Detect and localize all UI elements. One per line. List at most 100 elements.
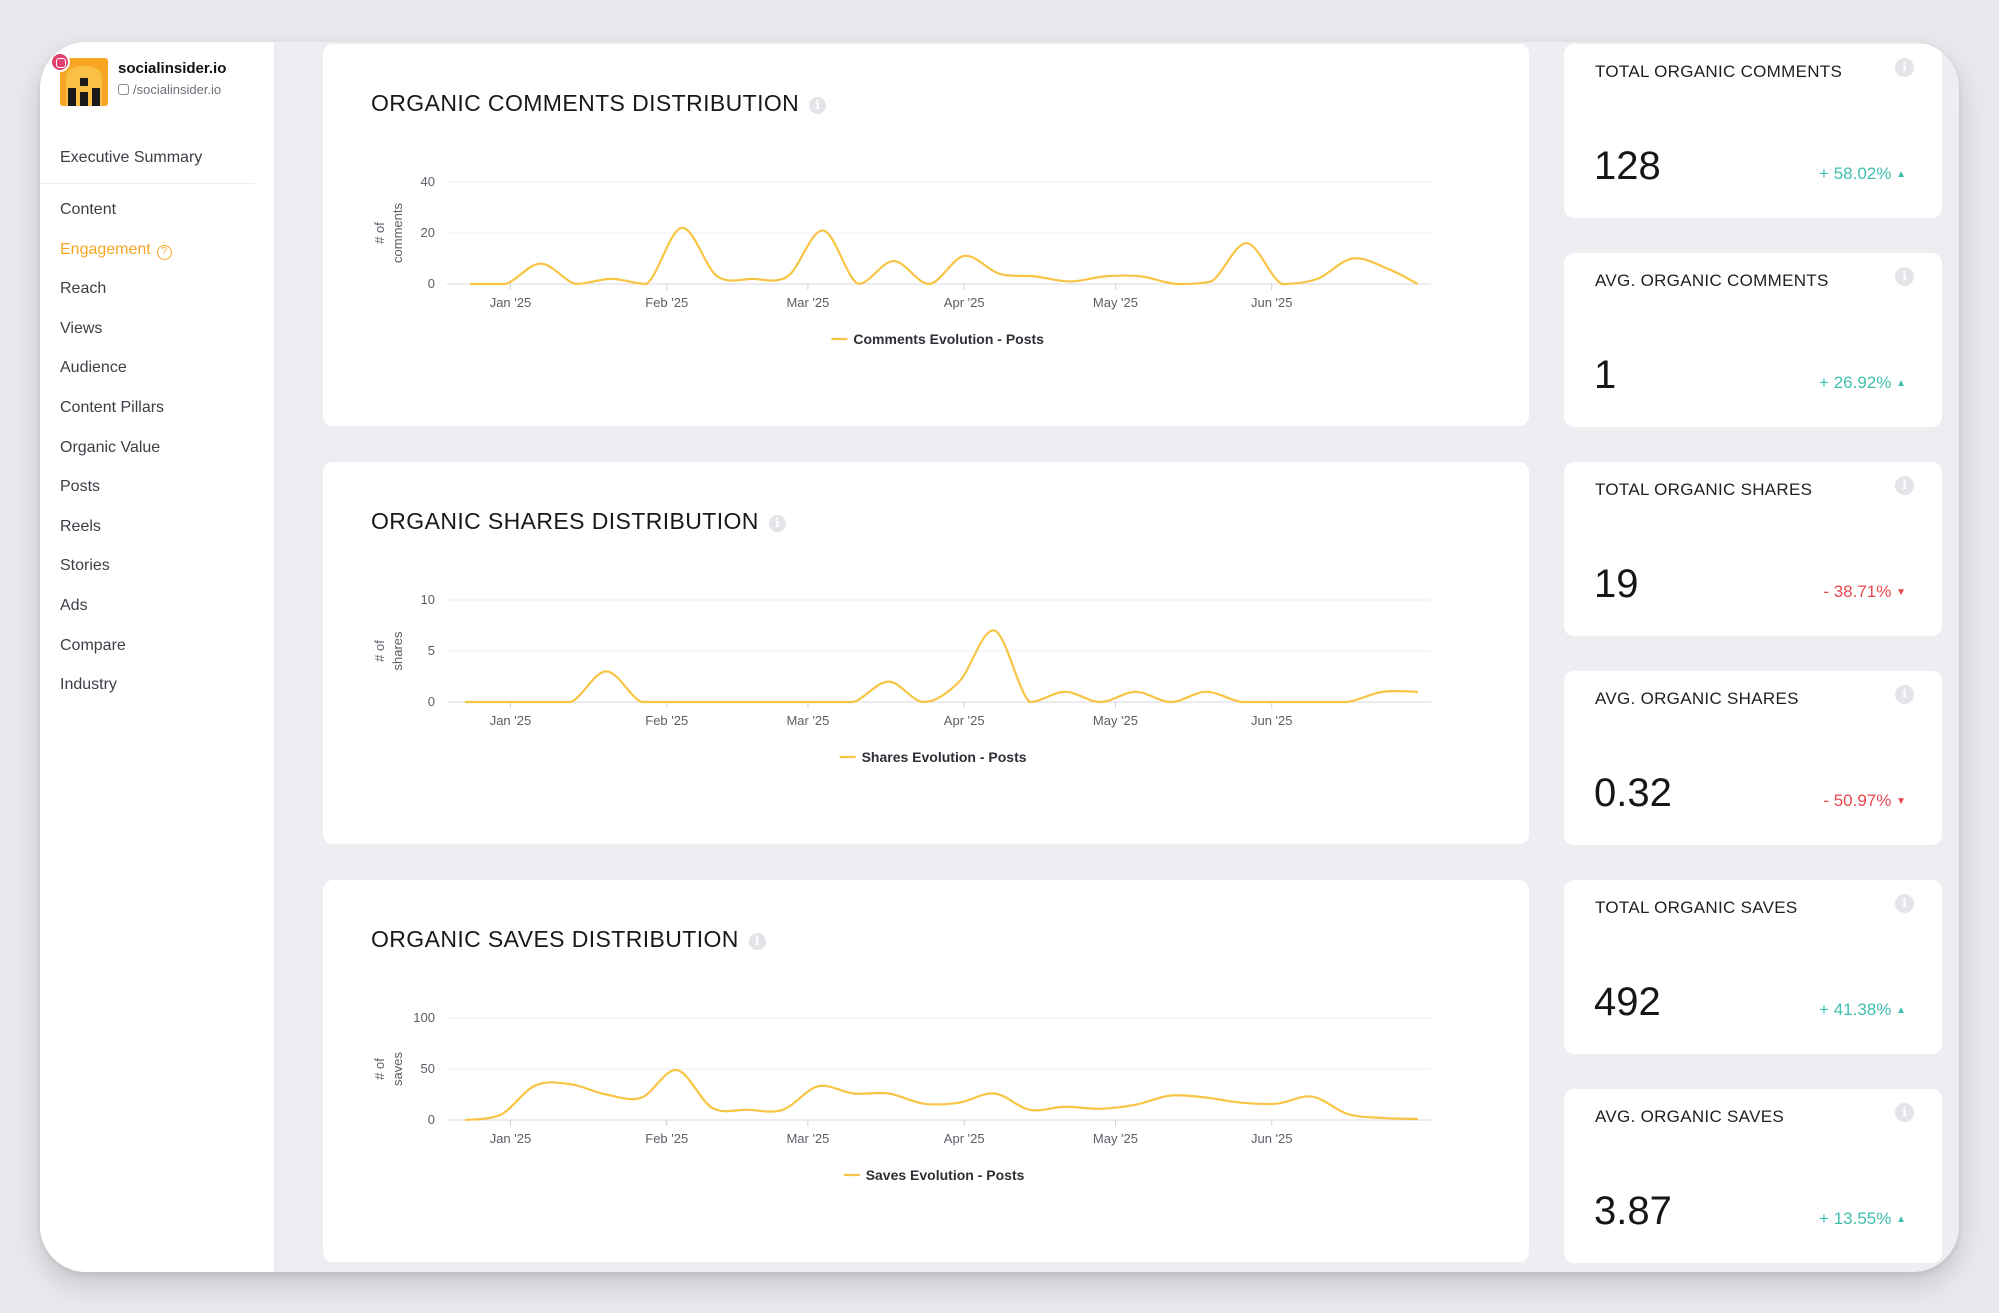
info-icon[interactable]: i <box>1895 58 1914 77</box>
y-tick-label: 100 <box>413 1010 435 1025</box>
instagram-icon <box>50 52 70 72</box>
kpi-title: AVG. ORGANIC SHARES <box>1595 689 1799 708</box>
kpi-value: 3.87 <box>1594 1189 1672 1233</box>
kpi-card-total-comments: TOTAL ORGANIC COMMENTS i 128 + 58.02% ▲ <box>1564 44 1942 218</box>
sidebar-item-ads[interactable]: Ads <box>60 596 88 614</box>
saves-chart-title-text: ORGANIC SAVES DISTRIBUTION <box>371 926 739 952</box>
kpi-value: 0.32 <box>1594 771 1672 815</box>
saves-chart-card: ORGANIC SAVES DISTRIBUTION i 0 50 100 Jan '2… <box>323 880 1529 1262</box>
sidebar-item-reach[interactable]: Reach <box>60 280 107 298</box>
x-tick-label: Jan '25 <box>490 713 532 728</box>
info-icon[interactable]: i <box>1895 1103 1914 1122</box>
x-tick-label: May '25 <box>1093 295 1138 310</box>
y-tick-label: 5 <box>428 643 435 658</box>
x-tick-label: Feb '25 <box>645 1131 688 1146</box>
kpi-card-avg-comments: AVG. ORGANIC COMMENTS i 1 + 26.92% ▲ <box>1564 253 1942 427</box>
y-tick-label: 20 <box>421 225 435 240</box>
kpi-card-total-shares: TOTAL ORGANIC SHARES i 19 - 38.71% ▼ <box>1564 462 1942 636</box>
x-tick-label: Feb '25 <box>645 713 688 728</box>
kpi-delta-text: - 50.97% <box>1823 791 1892 810</box>
y-axis-title: shares <box>390 631 405 671</box>
x-tick-label: Jan '25 <box>490 1131 532 1146</box>
y-tick-label: 50 <box>421 1061 435 1076</box>
sidebar-item-executive-summary[interactable]: Executive Summary <box>40 138 255 184</box>
x-tick-label: Mar '25 <box>786 1131 829 1146</box>
x-tick-label: Apr '25 <box>944 1131 985 1146</box>
x-tick-label: May '25 <box>1093 713 1138 728</box>
comments-chart-title: ORGANIC COMMENTS DISTRIBUTION i <box>371 90 827 117</box>
info-icon[interactable]: i <box>768 515 786 532</box>
kpi-delta: + 58.02% ▲ <box>1819 164 1906 184</box>
sidebar-nav: Executive Summary Content Engagement? Re… <box>40 138 275 705</box>
saves-chart-title: ORGANIC SAVES DISTRIBUTION i <box>371 926 766 953</box>
kpi-value: 492 <box>1594 980 1661 1024</box>
comments-chart-title-text: ORGANIC COMMENTS DISTRIBUTION <box>371 90 800 116</box>
sidebar-item-organic-value[interactable]: Organic Value <box>60 438 161 456</box>
info-icon[interactable]: i <box>809 97 827 114</box>
kpi-value: 1 <box>1594 353 1617 397</box>
sidebar-item-compare[interactable]: Compare <box>60 636 126 654</box>
sidebar-item-posts[interactable]: Posts <box>60 478 101 496</box>
kpi-title: AVG. ORGANIC COMMENTS <box>1595 271 1829 290</box>
kpi-delta-text: + 58.02% <box>1819 164 1892 183</box>
kpi-delta: + 26.92% ▲ <box>1819 373 1906 393</box>
y-axis-title: # of <box>372 640 387 662</box>
trend-up-icon: ▲ <box>1896 1214 1906 1225</box>
info-icon[interactable]: i <box>1895 476 1914 495</box>
y-tick-label: 40 <box>421 174 435 189</box>
kpi-delta-text: + 41.38% <box>1819 1000 1892 1019</box>
y-axis-title: # of <box>372 222 387 244</box>
kpi-delta-text: + 13.55% <box>1819 1209 1892 1228</box>
x-tick-label: Mar '25 <box>786 295 829 310</box>
info-icon[interactable]: i <box>748 933 766 950</box>
series-line[interactable] <box>465 629 1418 704</box>
profile-header[interactable]: socialinsider.io /socialinsider.io <box>50 52 270 108</box>
sidebar-item-engagement-label: Engagement <box>60 240 151 258</box>
kpi-value: 19 <box>1594 562 1639 606</box>
legend-label[interactable]: Saves Evolution - Posts <box>866 1167 1025 1183</box>
y-axis-title: # of <box>372 1058 387 1080</box>
y-tick-label: 0 <box>428 1112 435 1127</box>
kpi-delta: - 50.97% ▼ <box>1823 791 1906 811</box>
kpi-card-total-saves: TOTAL ORGANIC SAVES i 492 + 41.38% ▲ <box>1564 880 1942 1054</box>
legend-label[interactable]: Shares Evolution - Posts <box>862 749 1027 765</box>
sidebar-item-content-pillars[interactable]: Content Pillars <box>60 398 165 416</box>
y-axis-title: saves <box>390 1052 405 1086</box>
kpi-delta-text: + 26.92% <box>1819 373 1892 392</box>
kpi-title: TOTAL ORGANIC SHARES <box>1595 480 1813 499</box>
sidebar-item-audience[interactable]: Audience <box>60 359 127 377</box>
y-tick-label: 0 <box>428 694 435 709</box>
sidebar-item-reels[interactable]: Reels <box>60 517 101 535</box>
series-line[interactable] <box>464 1068 1418 1122</box>
help-icon[interactable]: ? <box>156 244 172 260</box>
info-icon[interactable]: i <box>1895 894 1914 913</box>
y-tick-label: 10 <box>421 592 435 607</box>
x-tick-label: Apr '25 <box>944 713 985 728</box>
sidebar-item-views[interactable]: Views <box>60 319 103 337</box>
instagram-handle-icon <box>118 84 129 95</box>
info-icon[interactable]: i <box>1895 685 1914 704</box>
x-tick-label: Jan '25 <box>490 295 532 310</box>
y-axis-title: comments <box>390 203 405 263</box>
kpi-delta: + 13.55% ▲ <box>1819 1209 1906 1229</box>
sidebar-item-content[interactable]: Content <box>60 201 117 218</box>
sidebar-item-engagement[interactable]: Engagement? <box>40 230 275 270</box>
profile-name: socialinsider.io <box>118 60 227 77</box>
kpi-title: AVG. ORGANIC SAVES <box>1595 1107 1784 1126</box>
trend-up-icon: ▲ <box>1896 169 1906 180</box>
x-tick-label: Apr '25 <box>944 295 985 310</box>
shares-chart-card: ORGANIC SHARES DISTRIBUTION i 0 5 10 Jan '25… <box>323 462 1529 844</box>
legend-label[interactable]: Comments Evolution - Posts <box>853 331 1044 347</box>
sidebar-item-industry[interactable]: Industry <box>60 676 117 694</box>
comments-chart: 0 20 40 Jan '25 Feb '25 Mar '25 Apr '25 May '25… <box>372 174 1431 347</box>
sidebar-item-stories[interactable]: Stories <box>60 557 110 575</box>
x-tick-label: May '25 <box>1093 1131 1138 1146</box>
info-icon[interactable]: i <box>1895 267 1914 286</box>
trend-up-icon: ▲ <box>1896 378 1906 389</box>
trend-down-icon: ▼ <box>1896 796 1906 807</box>
x-tick-label: Mar '25 <box>786 713 829 728</box>
kpi-value: 128 <box>1594 144 1661 188</box>
x-tick-label: Feb '25 <box>645 295 688 310</box>
series-line[interactable] <box>470 226 1419 286</box>
trend-up-icon: ▲ <box>1896 1005 1906 1016</box>
